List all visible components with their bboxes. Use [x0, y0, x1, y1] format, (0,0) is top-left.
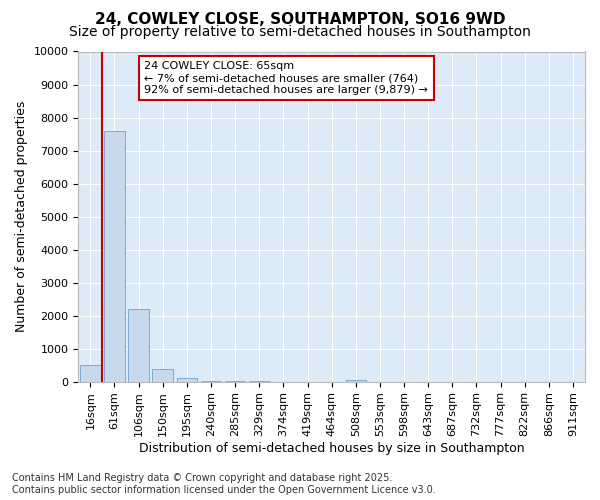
Bar: [346, 380, 366, 382]
Text: Size of property relative to semi-detached houses in Southampton: Size of property relative to semi-detach…: [69, 25, 531, 39]
Y-axis label: Number of semi-detached properties: Number of semi-detached properties: [15, 101, 28, 332]
Bar: [128, 309, 149, 382]
Text: Contains HM Land Registry data © Crown copyright and database right 2025.
Contai: Contains HM Land Registry data © Crown c…: [12, 474, 436, 495]
Bar: [104, 130, 125, 382]
Text: 24 COWLEY CLOSE: 65sqm
← 7% of semi-detached houses are smaller (764)
92% of sem: 24 COWLEY CLOSE: 65sqm ← 7% of semi-deta…: [144, 62, 428, 94]
Bar: [176, 378, 197, 382]
Text: 24, COWLEY CLOSE, SOUTHAMPTON, SO16 9WD: 24, COWLEY CLOSE, SOUTHAMPTON, SO16 9WD: [95, 12, 505, 28]
Bar: [201, 380, 221, 382]
X-axis label: Distribution of semi-detached houses by size in Southampton: Distribution of semi-detached houses by …: [139, 442, 524, 455]
Bar: [152, 369, 173, 382]
Bar: [80, 365, 101, 382]
